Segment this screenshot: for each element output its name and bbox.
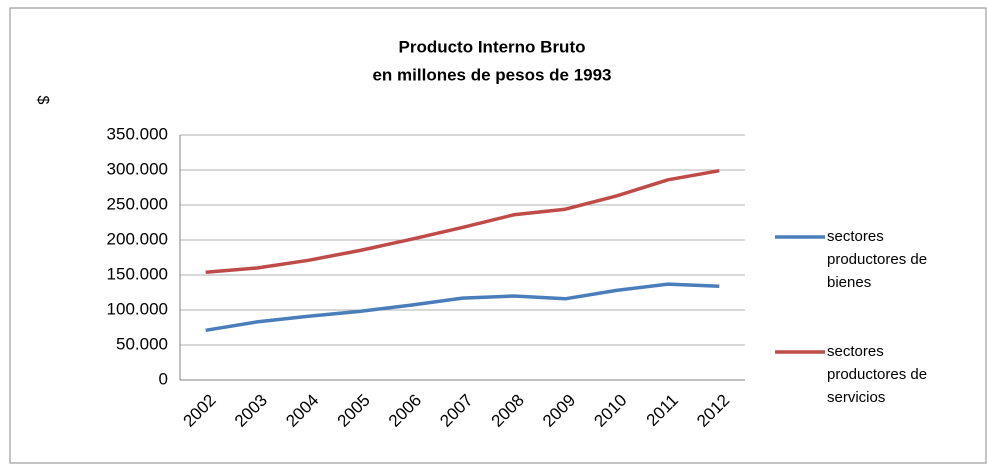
y-tick-label: 50.000 [116,334,168,353]
y-tick-label: 300.000 [107,159,168,178]
y-axis-label: $ [34,96,51,105]
y-tick-label: 350.000 [107,124,168,143]
y-tick-label: 200.000 [107,229,168,248]
series-line [205,282,720,333]
legend-label: sectores productores de bienes [827,228,928,291]
y-tick-label: 0 [159,369,168,388]
legend-label: sectores productores de servicios [827,343,928,406]
chart-subtitle: en millones de pesos de 1993 [372,65,611,84]
chart-title: Producto Interno Bruto [399,37,586,56]
y-tick-label: 100.000 [107,299,168,318]
y-tick-label: 250.000 [107,194,168,213]
series-line [205,168,720,274]
y-tick-label: 150.000 [107,264,168,283]
